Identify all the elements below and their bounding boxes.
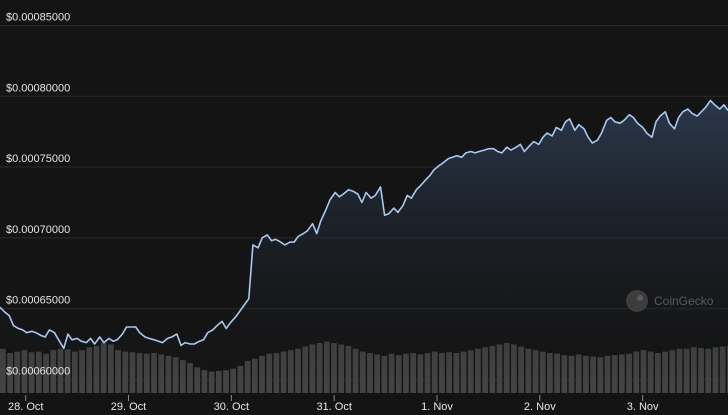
x-tick-label: 31. Oct — [316, 401, 351, 413]
x-tick-label: 28. Oct — [8, 401, 43, 413]
y-tick-label: $0.00065000 — [6, 295, 70, 307]
x-tick-label: 2. Nov — [524, 401, 556, 413]
coingecko-logo-icon — [626, 290, 648, 312]
y-axis: $0.00085000 $0.00080000 $0.00075000 $0.0007… — [6, 11, 70, 377]
x-tick-label: 30. Oct — [214, 401, 249, 413]
y-tick-label: $0.00080000 — [6, 82, 70, 94]
x-tick-label: 29. Oct — [111, 401, 146, 413]
y-tick-label: $0.00075000 — [6, 153, 70, 165]
y-tick-label: $0.00085000 — [6, 11, 70, 23]
y-tick-label: $0.00060000 — [6, 365, 70, 377]
price-line — [0, 99, 728, 350]
coingecko-logo-eye-icon — [637, 295, 643, 301]
x-tick-label: 1. Nov — [421, 401, 453, 413]
y-tick-label: $0.00070000 — [6, 224, 70, 236]
price-area-fill — [0, 100, 728, 393]
area-layer — [0, 99, 728, 393]
x-tick-label: 3. Nov — [627, 401, 659, 413]
x-axis: 28. Oct 29. Oct 30. Oct 31. Oct 1. Nov 2. Nov… — [8, 395, 659, 413]
watermark-label: CoinGecko — [654, 294, 714, 308]
watermark: CoinGecko — [626, 290, 714, 312]
